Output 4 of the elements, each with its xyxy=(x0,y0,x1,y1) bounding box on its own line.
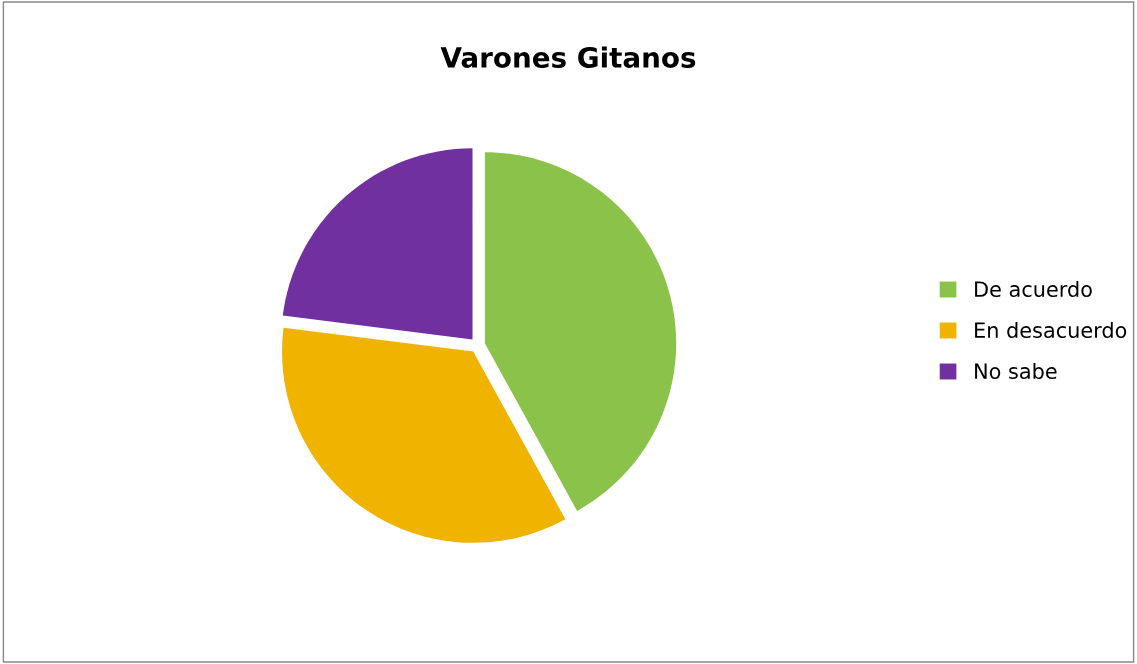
legend-label: En desacuerdo xyxy=(975,321,1127,339)
chart-title: Varones Gitanos xyxy=(440,46,696,68)
legend-label: De acuerdo xyxy=(975,280,1092,298)
legend-label: No sabe xyxy=(975,362,1057,380)
